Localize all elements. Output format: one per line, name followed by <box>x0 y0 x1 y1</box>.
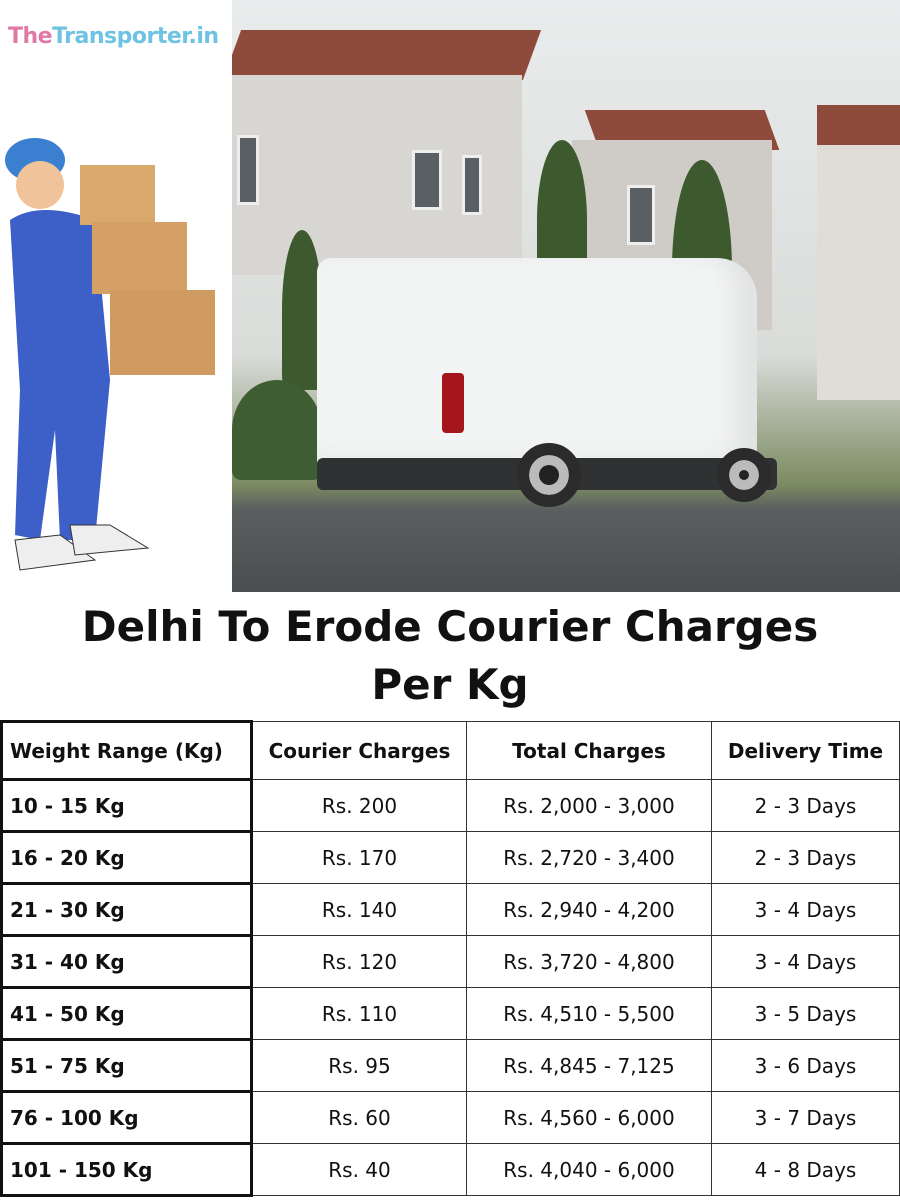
cell-weight-range: 101 - 150 Kg <box>0 1142 253 1197</box>
header-weight-range: Weight Range (Kg) <box>0 720 253 781</box>
table-row: 31 - 40 Kg Rs. 120 Rs. 3,720 - 4,800 3 - 4 … <box>0 934 900 989</box>
courier-van-photo <box>232 0 900 592</box>
cell-courier-charge: Rs. 95 <box>251 1039 467 1092</box>
cell-weight-range: 16 - 20 Kg <box>0 830 253 885</box>
cell-courier-charge: Rs. 60 <box>251 1091 467 1144</box>
cell-weight-range: 41 - 50 Kg <box>0 986 253 1041</box>
table-row: 41 - 50 Kg Rs. 110 Rs. 4,510 - 5,500 3 - 5 … <box>0 986 900 1041</box>
header-delivery-time: Delivery Time <box>711 721 900 780</box>
cell-courier-charge: Rs. 170 <box>251 831 467 884</box>
cell-delivery-time: 3 - 4 Days <box>711 883 900 936</box>
page-title: Delhi To Erode Courier Charges Per Kg <box>81 602 819 709</box>
courier-charges-table: Weight Range (Kg) Courier Charges Total … <box>0 720 900 1197</box>
header-courier-charges: Courier Charges <box>251 721 467 780</box>
delivery-worker-illustration <box>0 130 225 580</box>
cell-delivery-time: 2 - 3 Days <box>711 831 900 884</box>
cell-courier-charge: Rs. 110 <box>251 987 467 1040</box>
cell-courier-charge: Rs. 200 <box>251 779 467 832</box>
cell-weight-range: 31 - 40 Kg <box>0 934 253 989</box>
table-header-row: Weight Range (Kg) Courier Charges Total … <box>0 720 900 781</box>
cell-weight-range: 51 - 75 Kg <box>0 1038 253 1093</box>
cell-delivery-time: 3 - 5 Days <box>711 987 900 1040</box>
cell-total-charge: Rs. 2,720 - 3,400 <box>466 831 712 884</box>
cell-total-charge: Rs. 3,720 - 4,800 <box>466 935 712 988</box>
table-row: 76 - 100 Kg Rs. 60 Rs. 4,560 - 6,000 3 - 7 … <box>0 1090 900 1145</box>
cell-delivery-time: 3 - 6 Days <box>711 1039 900 1092</box>
cell-weight-range: 10 - 15 Kg <box>0 778 253 833</box>
cell-weight-range: 21 - 30 Kg <box>0 882 253 937</box>
cell-total-charge: Rs. 2,940 - 4,200 <box>466 883 712 936</box>
table-row: 16 - 20 Kg Rs. 170 Rs. 2,720 - 3,400 2 - 3 … <box>0 830 900 885</box>
table-row: 10 - 15 Kg Rs. 200 Rs. 2,000 - 3,000 2 - 3 … <box>0 778 900 833</box>
table-row: 51 - 75 Kg Rs. 95 Rs. 4,845 - 7,125 3 - 6 D… <box>0 1038 900 1093</box>
cell-delivery-time: 3 - 7 Days <box>711 1091 900 1144</box>
header-total-charges: Total Charges <box>466 721 712 780</box>
table-row: 101 - 150 Kg Rs. 40 Rs. 4,040 - 6,000 4 - 8… <box>0 1142 900 1197</box>
cell-total-charge: Rs. 4,845 - 7,125 <box>466 1039 712 1092</box>
cell-weight-range: 76 - 100 Kg <box>0 1090 253 1145</box>
cell-courier-charge: Rs. 120 <box>251 935 467 988</box>
site-logo: TheTransporter.in <box>8 24 219 49</box>
cell-courier-charge: Rs. 140 <box>251 883 467 936</box>
van <box>317 258 777 508</box>
cell-delivery-time: 4 - 8 Days <box>711 1143 900 1196</box>
cell-delivery-time: 2 - 3 Days <box>711 779 900 832</box>
table-row: 21 - 30 Kg Rs. 140 Rs. 2,940 - 4,200 3 - 4 … <box>0 882 900 937</box>
cell-total-charge: Rs. 4,510 - 5,500 <box>466 987 712 1040</box>
cell-total-charge: Rs. 4,560 - 6,000 <box>466 1091 712 1144</box>
cell-delivery-time: 3 - 4 Days <box>711 935 900 988</box>
cell-courier-charge: Rs. 40 <box>251 1143 467 1196</box>
cell-total-charge: Rs. 2,000 - 3,000 <box>466 779 712 832</box>
cell-total-charge: Rs. 4,040 - 6,000 <box>466 1143 712 1196</box>
